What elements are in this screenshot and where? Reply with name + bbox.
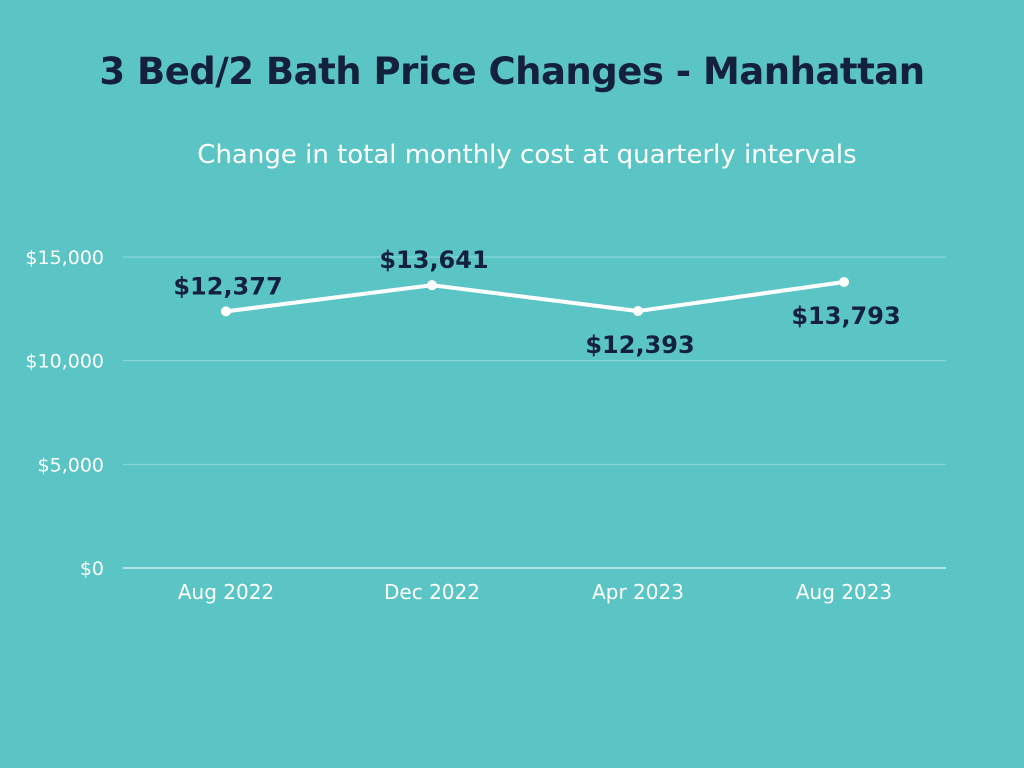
x-tick-label: Aug 2022 xyxy=(178,580,274,604)
x-tick-label: Dec 2022 xyxy=(384,580,480,604)
y-tick-label: $15,000 xyxy=(25,247,104,269)
chart-subtitle: Change in total monthly cost at quarterl… xyxy=(197,140,857,170)
x-tick-label: Apr 2023 xyxy=(592,580,684,604)
data-point xyxy=(221,306,231,317)
y-tick-label: $0 xyxy=(80,558,104,580)
data-label: $12,377 xyxy=(173,272,282,300)
x-tick-label: Aug 2023 xyxy=(796,580,892,604)
data-point xyxy=(633,306,643,317)
data-label: $13,641 xyxy=(379,246,488,274)
series-line xyxy=(224,280,846,314)
data-label: $12,393 xyxy=(585,331,694,359)
y-tick-label: $10,000 xyxy=(25,351,104,373)
chart-title: 3 Bed/2 Bath Price Changes - Manhattan xyxy=(99,50,925,93)
data-point xyxy=(839,277,849,288)
data-label: $13,793 xyxy=(791,302,900,330)
data-point xyxy=(427,280,437,291)
y-tick-label: $5,000 xyxy=(38,454,104,476)
